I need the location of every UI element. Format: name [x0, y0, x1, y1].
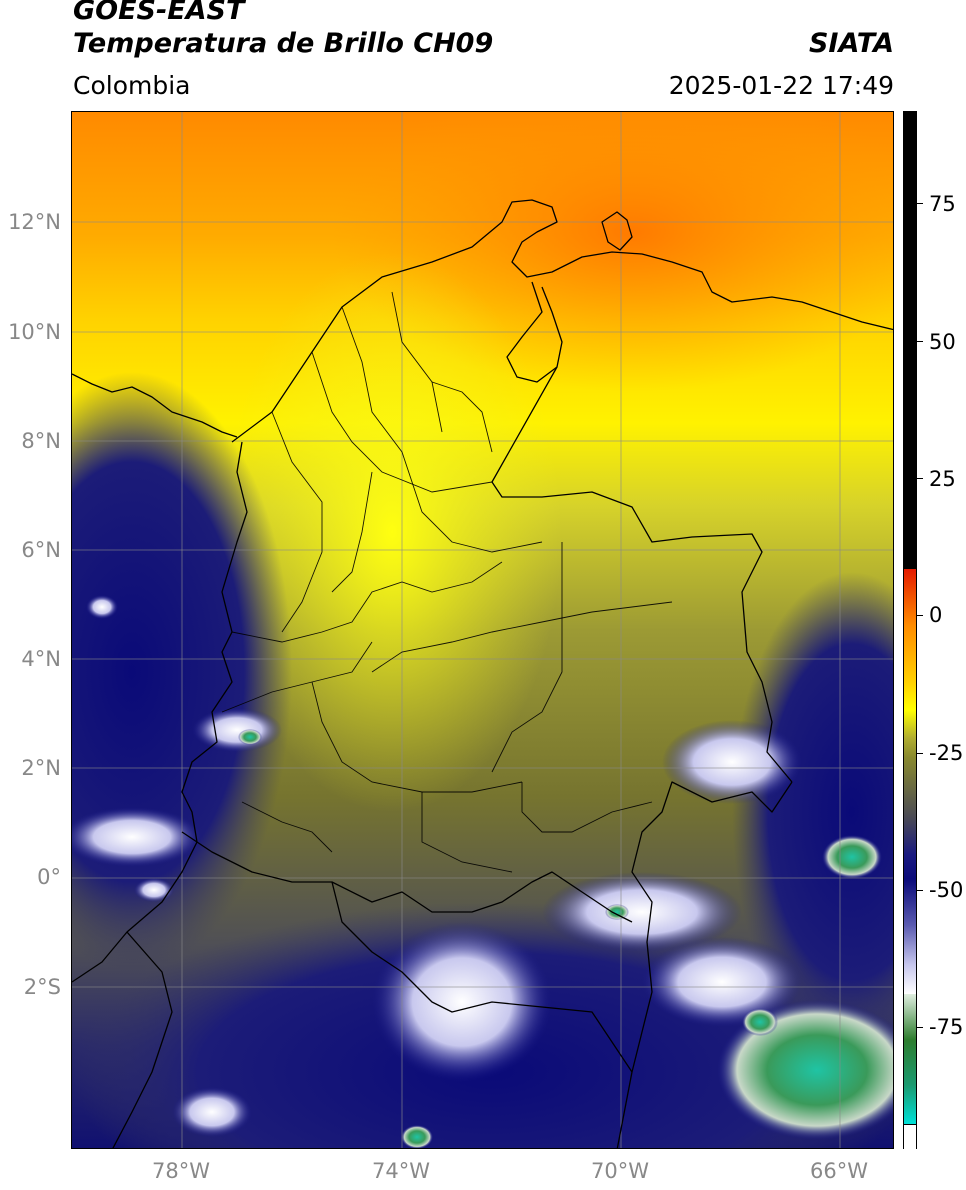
colorbar-tick-label: -75	[929, 1015, 964, 1039]
organization-label: SIATA	[808, 28, 894, 59]
colorbar-tick	[917, 753, 923, 754]
colorbar-tick-label: 0	[929, 603, 943, 627]
colorbar-tick	[917, 1027, 923, 1028]
colorbar-tick-label: 50	[929, 330, 956, 354]
colorbar-segment-mid	[904, 757, 916, 879]
colorbar-tick	[917, 615, 923, 616]
lat-tick-label: 2°N	[21, 756, 61, 780]
convective-cell	[642, 937, 802, 1027]
colorbar-segment-below	[904, 1124, 916, 1150]
paraguana-peninsula	[601, 211, 633, 251]
colorbar-segment-coldest	[904, 994, 916, 1124]
northern-coastline	[231, 199, 893, 443]
lon-tick-label: 74°W	[372, 1159, 430, 1183]
warm-area-andes	[222, 252, 562, 812]
lake-maracaibo	[506, 281, 563, 383]
map-canvas	[72, 112, 893, 1148]
lon-tick-label: 78°W	[152, 1159, 210, 1183]
convective-cell	[662, 720, 802, 804]
colombia-ecuador-peru-border	[181, 831, 633, 923]
colorbar	[903, 111, 917, 1150]
department-boundaries	[221, 291, 673, 873]
satellite-title: GOES-EAST	[73, 0, 245, 26]
convective-cell	[372, 922, 552, 1082]
coldest-cloud-top	[822, 835, 882, 879]
colorbar-segment-black	[904, 112, 916, 569]
ecuador-peru-border	[331, 881, 633, 1073]
lat-tick-label: 4°N	[21, 647, 61, 671]
colorbar-segment-warm	[904, 569, 916, 757]
colombia-venezuela-border	[491, 366, 793, 783]
colorbar-tick-label: 75	[929, 192, 956, 216]
convective-cell	[72, 807, 202, 867]
coldest-cloud-top	[238, 729, 262, 745]
colorbar-segment-cold	[904, 879, 916, 994]
pacific-coast	[72, 441, 248, 983]
coastlines-and-borders	[72, 199, 893, 1148]
convective-cell	[192, 708, 282, 752]
peru-coast	[112, 931, 173, 1148]
lat-tick-label: 12°N	[8, 210, 61, 234]
colorbar-tick	[917, 478, 923, 479]
lon-tick-label: 70°W	[591, 1159, 649, 1183]
coldest-cloud-top	[742, 1008, 778, 1036]
datetime-label: 2025-01-22 17:49	[668, 71, 894, 100]
region-label: Colombia	[73, 71, 191, 100]
convective-cell	[134, 878, 174, 902]
colorbar-tick	[917, 890, 923, 891]
map-gridlines	[72, 112, 893, 1148]
coldest-cloud-top	[401, 1125, 433, 1148]
colorbar-tick	[917, 203, 923, 204]
brightness-temperature-map	[71, 111, 894, 1149]
lat-tick-label: 2°S	[23, 975, 61, 999]
cold-area-east	[732, 572, 893, 1052]
convective-cell	[86, 595, 118, 619]
coldest-cloud-top	[605, 904, 629, 920]
convective-cell	[542, 872, 742, 952]
colorbar-tick	[917, 341, 923, 342]
lat-tick-label: 6°N	[21, 538, 61, 562]
lon-tick-label: 66°W	[810, 1159, 868, 1183]
colorbar-tick-label: -25	[929, 741, 964, 765]
convective-cell	[172, 1087, 252, 1137]
panama-coast	[72, 373, 238, 438]
lat-tick-label: 10°N	[8, 320, 61, 344]
lat-tick-label: 0°	[37, 865, 61, 889]
lat-tick-label: 8°N	[21, 429, 61, 453]
colombia-brazil-border	[616, 781, 793, 1148]
colorbar-tick-label: -50	[929, 878, 964, 902]
colorbar-tick-label: 25	[929, 467, 956, 491]
product-title: Temperatura de Brillo CH09	[73, 28, 494, 59]
